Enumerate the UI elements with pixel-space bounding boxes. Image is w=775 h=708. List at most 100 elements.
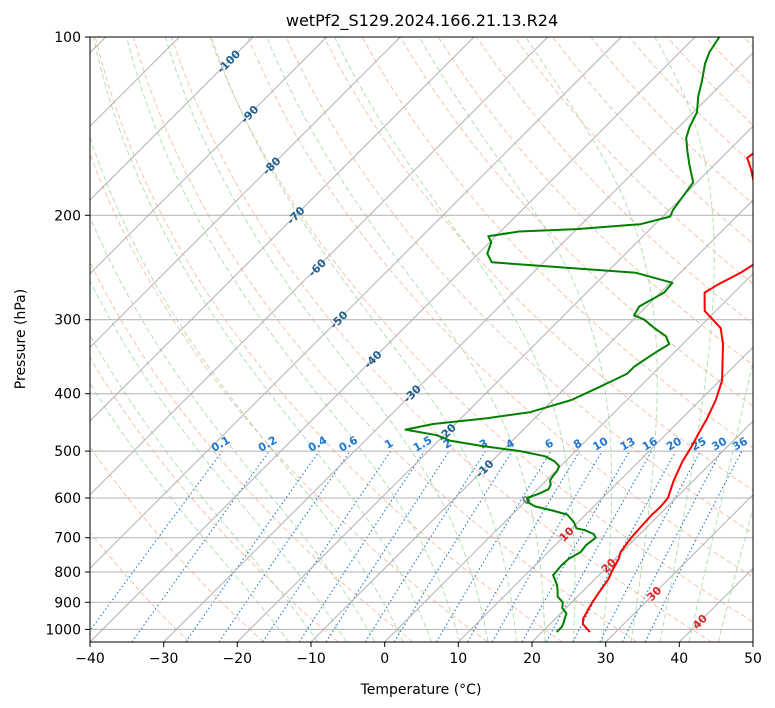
- profile-series: [404, 37, 753, 633]
- mixing-ratio-line: [521, 450, 630, 642]
- mixing-ratio-line: [90, 450, 223, 632]
- dry-adiabat: [590, 37, 753, 205]
- dry-adiabat: [94, 37, 563, 642]
- isotherm-grid: [90, 37, 753, 642]
- dry-adiabat: [247, 37, 753, 578]
- moist-adiabat: [688, 358, 753, 642]
- moist-adiabat: [266, 37, 546, 642]
- moist-adiabat: [525, 37, 658, 642]
- y-tick-label: 500: [54, 444, 81, 460]
- dry-adiabat: [171, 37, 712, 642]
- dry-adiabat: [666, 37, 753, 126]
- mixing-ratio-line: [621, 450, 722, 642]
- moist-adiabat: [654, 37, 715, 642]
- mixing-ratio-label: 1: [382, 437, 395, 452]
- y-axis-title: Pressure (hPa): [13, 289, 29, 389]
- x-axis-ticks: −40 −30 −20 −10 0 10 20 30 40 50: [75, 642, 762, 667]
- mixing-ratio-line: [644, 450, 743, 642]
- y-tick-label: 200: [54, 208, 81, 224]
- dry-adiabat: [437, 37, 753, 366]
- moist-adiabat: [717, 506, 753, 642]
- y-tick-label: 800: [54, 565, 81, 581]
- dry-adiabat: [361, 37, 753, 449]
- x-tick-label: 30: [597, 651, 615, 667]
- y-tick-label: 300: [54, 313, 81, 329]
- dry-adiabat: [704, 37, 753, 87]
- x-tick-label: 40: [670, 651, 688, 667]
- plot-frame: [89, 36, 754, 643]
- moist-adiabat: [90, 215, 376, 642]
- isotherm-line: [90, 37, 254, 201]
- y-tick-label: 900: [54, 595, 81, 611]
- moist-adiabat: [164, 37, 489, 642]
- x-tick-label: −10: [296, 651, 326, 667]
- y-tick-label: 400: [54, 387, 81, 403]
- moist-adiabat: [92, 37, 432, 642]
- isotherm-label: -50: [327, 308, 350, 331]
- isotherm-label: -70: [284, 204, 307, 227]
- x-tick-label: 10: [449, 651, 467, 667]
- mixing-ratio-line: [218, 450, 351, 642]
- x-tick-label: −30: [149, 651, 179, 667]
- isotherm-line: [678, 567, 753, 642]
- isotherm-line: [236, 125, 753, 642]
- mixing-ratio-label: 6: [543, 436, 556, 451]
- y-tick-label: 100: [54, 30, 81, 46]
- mixing-ratio-line: [185, 450, 320, 642]
- dry-adiabat: [90, 152, 488, 642]
- y-tick-label: 1000: [45, 622, 81, 638]
- moist-adiabat: [90, 135, 404, 642]
- mixing-ratio-line: [298, 450, 425, 642]
- y-axis-ticks: 100 200 300 400 500 600 700 800 900 1000: [45, 30, 90, 638]
- moist-adiabat: [334, 37, 576, 642]
- x-tick-label: 20: [523, 651, 541, 667]
- x-tick-label: 0: [380, 651, 389, 667]
- mixing-ratio-line: [131, 450, 270, 642]
- mixing-ratio-line: [393, 450, 513, 642]
- dry-adiabat: [285, 37, 753, 535]
- isotherm-line: [531, 420, 753, 642]
- dry-adiabat: [90, 356, 339, 642]
- background-lines: [90, 37, 753, 642]
- dry-adiabat: [209, 37, 753, 623]
- dry-adiabat: [90, 260, 414, 642]
- isotherm-line: [310, 199, 753, 642]
- isotherm-line: [90, 37, 622, 570]
- mixing-ratio-line: [572, 450, 677, 642]
- moist-adiabat: [210, 37, 517, 642]
- x-tick-label: −40: [75, 651, 105, 667]
- mixing-ratio-label: 3: [477, 437, 490, 452]
- isobar-grid: [90, 37, 753, 630]
- x-axis-title: Temperature (°C): [360, 682, 482, 698]
- x-tick-label: −20: [223, 651, 253, 667]
- dewpoint-line: [404, 37, 721, 633]
- mixing-ratio-line: [325, 450, 450, 642]
- dry-adiabat: [90, 531, 190, 642]
- isotherm-line: [90, 37, 328, 275]
- dry-adiabat: [399, 37, 753, 407]
- isotherm-line: [384, 272, 753, 642]
- moist-adiabat: [90, 334, 319, 642]
- dry-adiabat: [90, 446, 264, 642]
- isotherm-label: -80: [260, 154, 283, 177]
- dry-adiabat: [743, 37, 753, 48]
- temperature-line: [581, 152, 753, 633]
- moist-adiabat: [418, 37, 613, 642]
- y-tick-label: 600: [54, 491, 81, 507]
- isotherm-line: [752, 641, 753, 642]
- chart-title: wetPf2_S129.2024.166.21.13.R24: [286, 11, 558, 31]
- mixing-ratio-line: [545, 450, 653, 642]
- isotherm-line: [90, 37, 696, 642]
- dry-adiabat: [514, 37, 753, 285]
- moist-adiabat: [90, 382, 290, 642]
- dry-adiabat: [323, 37, 753, 491]
- isotherm-line: [605, 493, 753, 642]
- isotherm-label: -100: [215, 47, 244, 76]
- isotherm-line: [457, 346, 753, 642]
- mixing-ratio-line: [435, 450, 552, 642]
- dry-adiabat: [552, 37, 753, 245]
- isotherm-line: [90, 37, 475, 422]
- x-tick-label: 50: [744, 651, 762, 667]
- dry-adiabat: [476, 37, 753, 325]
